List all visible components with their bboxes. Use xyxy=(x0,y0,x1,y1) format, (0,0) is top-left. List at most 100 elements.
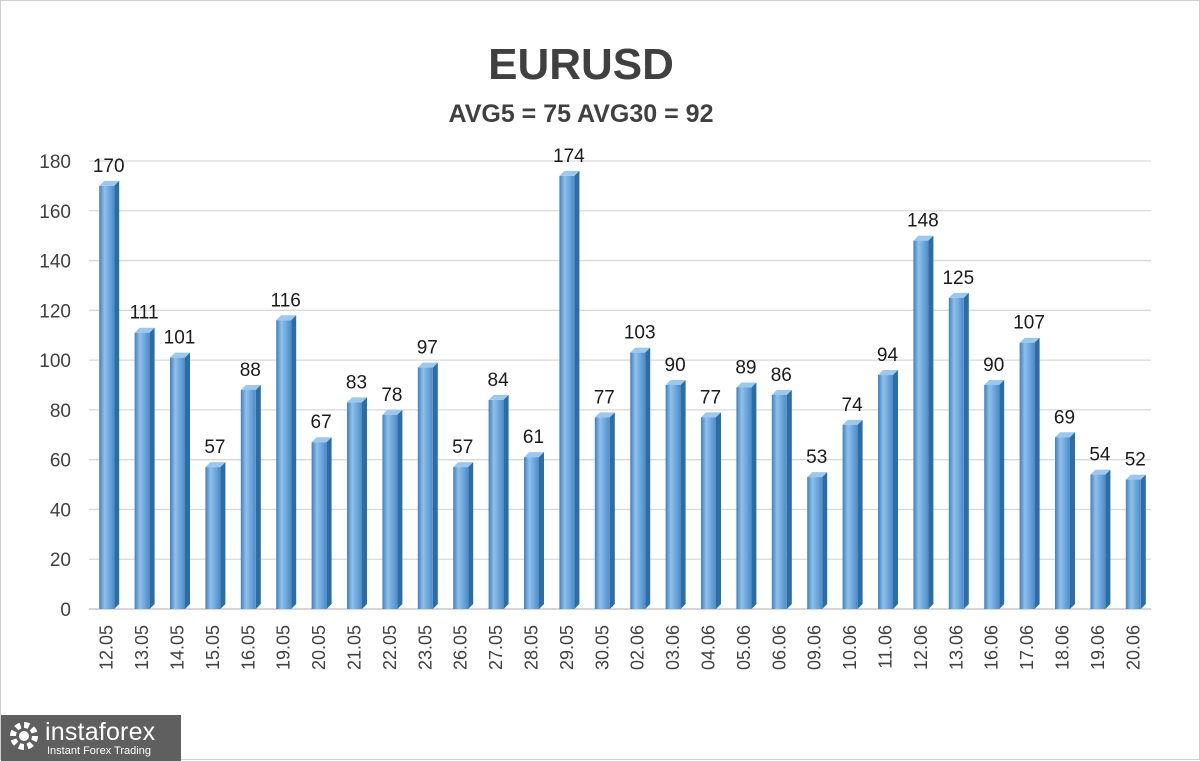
bar xyxy=(878,370,898,609)
bar xyxy=(984,380,1005,609)
bar-side xyxy=(432,362,438,609)
bar-side xyxy=(1070,432,1075,609)
bar-side xyxy=(1034,337,1040,609)
bar-side xyxy=(999,380,1005,609)
bar xyxy=(453,462,474,609)
bar-front xyxy=(524,457,539,609)
data-label: 89 xyxy=(735,357,756,378)
bar-top xyxy=(488,394,509,400)
bar-side xyxy=(857,419,863,609)
bar-front xyxy=(842,424,858,609)
bar xyxy=(842,419,863,609)
x-tick-label: 23.05 xyxy=(415,625,435,670)
bar xyxy=(240,384,261,609)
x-tick-label: 20.06 xyxy=(1123,625,1143,670)
bar xyxy=(488,394,509,609)
bars xyxy=(99,170,1146,609)
bar-front xyxy=(913,240,929,609)
chart-title: EURUSD xyxy=(488,40,674,89)
bar-top xyxy=(948,292,969,298)
chart-subtitle: AVG5 = 75 AVG30 = 92 xyxy=(449,100,714,128)
x-tick-label: 10.06 xyxy=(840,625,860,670)
bar-top xyxy=(630,347,651,353)
x-tick-label: 28.05 xyxy=(522,625,542,670)
bar-front xyxy=(417,367,433,609)
bar xyxy=(701,412,721,609)
bar-side xyxy=(220,462,226,609)
x-tick-label: 20.05 xyxy=(309,625,329,670)
x-tick-label: 11.06 xyxy=(876,625,896,669)
x-tick-label: 03.06 xyxy=(663,625,683,670)
x-tick-label: 12.05 xyxy=(97,625,117,670)
y-tick-label: 20 xyxy=(50,550,71,571)
bar xyxy=(913,235,934,609)
bar-front xyxy=(205,467,221,609)
x-tick-label: 16.05 xyxy=(238,625,258,670)
data-label: 77 xyxy=(594,387,615,408)
x-tick-label: 06.06 xyxy=(769,625,789,670)
bar-top xyxy=(1019,337,1040,343)
y-tick-label: 160 xyxy=(39,202,71,223)
bar xyxy=(594,412,615,609)
bar-side xyxy=(716,412,721,609)
bar-top xyxy=(878,370,898,376)
bar xyxy=(1019,337,1040,609)
bar xyxy=(524,452,544,609)
bar-front xyxy=(1090,474,1106,609)
bar-top xyxy=(701,412,721,418)
bar-side xyxy=(503,394,509,609)
bar-front xyxy=(807,477,823,609)
data-label: 88 xyxy=(240,360,261,381)
bar-front xyxy=(311,442,327,609)
bar xyxy=(170,352,190,609)
bar-side xyxy=(291,315,297,609)
bar-front xyxy=(665,385,681,609)
bar-side xyxy=(1140,474,1146,609)
bar xyxy=(99,180,120,609)
x-tick-label: 29.05 xyxy=(557,625,577,670)
bar xyxy=(347,397,367,609)
data-label: 86 xyxy=(771,365,792,386)
bar xyxy=(417,362,438,609)
data-label: 116 xyxy=(271,290,301,311)
bar-front xyxy=(630,352,646,609)
data-label: 74 xyxy=(842,395,864,416)
bar-top xyxy=(276,315,297,321)
bar-side xyxy=(645,347,651,609)
data-label: 90 xyxy=(983,355,1004,376)
data-label: 54 xyxy=(1089,445,1111,466)
bar xyxy=(382,409,403,609)
data-label: 125 xyxy=(942,268,974,289)
bar-top xyxy=(984,380,1005,385)
y-tick-label: 40 xyxy=(50,500,71,521)
bar-top xyxy=(311,437,332,443)
bar-front xyxy=(984,385,1000,609)
bar xyxy=(665,380,686,609)
data-label: 83 xyxy=(346,372,367,393)
x-tick-label: 14.05 xyxy=(168,625,188,670)
data-label: 78 xyxy=(381,385,402,406)
bar-front xyxy=(170,357,185,609)
bar-side xyxy=(893,370,898,609)
bar-side xyxy=(1105,469,1111,609)
bar-side xyxy=(928,235,934,609)
bar xyxy=(1055,432,1075,609)
bar-side xyxy=(539,452,544,609)
x-tick-label: 16.06 xyxy=(982,625,1002,670)
bar xyxy=(276,315,297,609)
bar xyxy=(559,170,580,609)
x-tick-label: 27.05 xyxy=(486,625,506,670)
bar-side xyxy=(397,409,403,609)
bar-top xyxy=(134,327,155,333)
bar-top xyxy=(913,235,934,241)
x-tick-label: 05.06 xyxy=(734,625,754,670)
bar xyxy=(736,382,757,609)
data-label: 57 xyxy=(452,437,473,458)
instaforex-logo: instaforex Instant Forex Trading xyxy=(1,715,181,761)
bar-front xyxy=(1125,479,1141,609)
bar-top xyxy=(205,462,226,468)
bar-side xyxy=(149,327,155,609)
